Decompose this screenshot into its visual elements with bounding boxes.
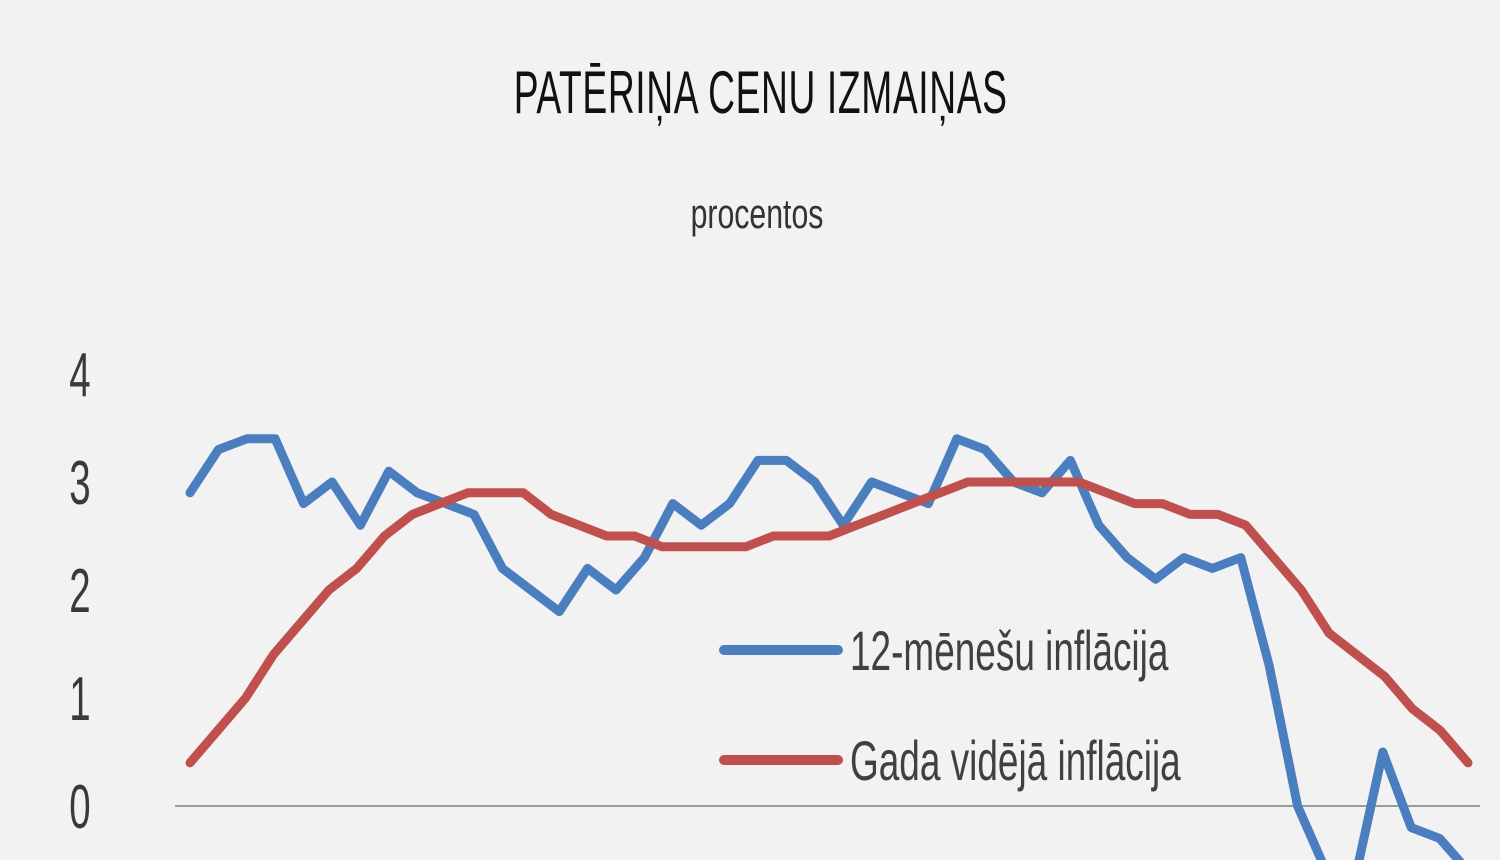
series-line-2 — [185, 477, 1473, 768]
y-tick-label: 2 — [69, 556, 90, 626]
series-line-1 — [185, 434, 1465, 860]
y-tick-label: 4 — [69, 340, 90, 410]
legend-label-2: Gada vidējā inflācija — [850, 730, 1181, 793]
y-tick-label: 3 — [69, 448, 90, 518]
chart-title: PATĒRIŅA CENU IZMAIŅAS — [513, 59, 1008, 126]
y-tick-label: 0 — [69, 772, 90, 842]
chart-subtitle: procentos — [690, 190, 824, 237]
legend-label-1: 12-mēnešu inflācija — [850, 620, 1169, 683]
y-tick-label: 1 — [69, 664, 90, 734]
